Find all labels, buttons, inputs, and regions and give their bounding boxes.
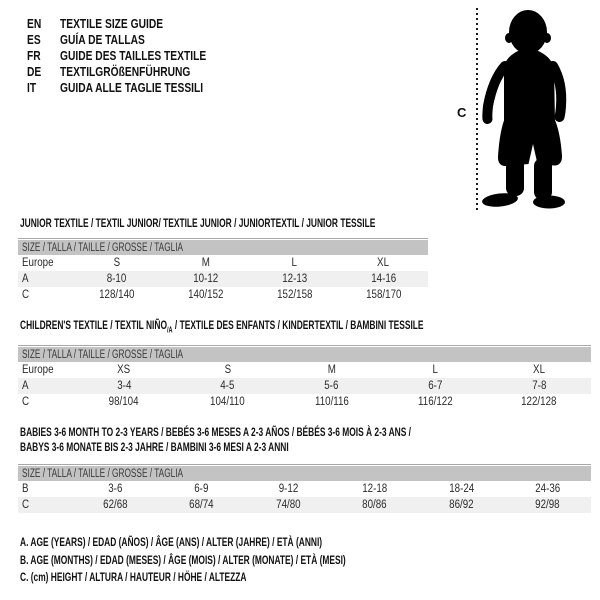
babies-table-title-line2: BABYS 3-6 MONATE BIS 2-3 JAHRE / BAMBINI… — [20, 440, 289, 454]
value-cell: 12-13 — [281, 273, 307, 285]
note-age-months: B. AGE (MONTHS) / EDAD (MESES) / ÂGE (MO… — [20, 553, 346, 567]
row-label: C — [22, 499, 30, 511]
value-cell: 122/128 — [521, 396, 557, 408]
value-cell: 9-12 — [278, 483, 299, 495]
lang-row-es: ES GUÍA DE TALLAS — [27, 32, 238, 48]
junior-table-title: JUNIOR TEXTILE / TEXTIL JUNIOR/ TEXTILE … — [20, 216, 376, 230]
size-cell: L — [291, 257, 298, 269]
note-age-years: A. AGE (YEARS) / EDAD (AÑOS) / ÂGE (ANS)… — [20, 535, 323, 549]
babies-table-title-line1: BABIES 3-6 MONTH TO 2-3 YEARS / BEBÉS 3-… — [20, 425, 412, 439]
value-cell: 92/98 — [535, 499, 560, 511]
note-height: C. (cm) HEIGHT / ALTURA / HAUTEUR / HÖHE… — [20, 570, 247, 584]
size-cell: XL — [377, 257, 390, 269]
value-cell: 7-8 — [532, 380, 547, 392]
table-row-height: C 128/140 140/152 152/158 158/170 — [18, 287, 428, 303]
value-cell: 80/86 — [362, 499, 387, 511]
size-cell: M — [201, 257, 210, 269]
size-cell: M — [327, 364, 336, 376]
junior-size-table: SIZE / TALLA / TAILLE / GRÖSSE / TAGLIA … — [18, 238, 428, 303]
value-cell: 128/140 — [98, 289, 135, 301]
value-cell: 14-16 — [370, 273, 396, 285]
lang-label: TEXTILE SIZE GUIDE — [60, 17, 164, 31]
table-row-europe: Europe S M L XL — [18, 255, 428, 271]
table-row-height: C 62/68 68/74 74/80 80/86 86/92 92/98 — [18, 497, 591, 513]
value-cell: 18-24 — [448, 483, 474, 495]
value-cell: 68/74 — [189, 499, 214, 511]
value-cell: 5-6 — [324, 380, 339, 392]
lang-label: GUÍA DE TALLAS — [60, 33, 145, 47]
table-row-age-months: B 3-6 6-9 9-12 12-18 18-24 24-36 — [18, 481, 591, 497]
size-header-bar: SIZE / TALLA / TAILLE / GRÖSSE / TAGLIA — [18, 466, 591, 481]
size-header-label: SIZE / TALLA / TAILLE / GRÖSSE / TAGLIA — [22, 241, 184, 254]
value-cell: 3-6 — [108, 483, 123, 495]
lang-label: TEXTILGRÖßENFÜHRUNG — [60, 65, 191, 79]
value-cell: 104/110 — [210, 396, 245, 408]
lang-row-en: EN TEXTILE SIZE GUIDE — [27, 16, 238, 32]
lang-label: GUIDE DES TAILLES TEXTILE — [60, 49, 207, 63]
value-cell: 12-18 — [362, 483, 388, 495]
size-cell: L — [432, 364, 439, 376]
value-cell: 140/152 — [187, 289, 224, 301]
size-cell: S — [113, 257, 120, 269]
size-header-bar: SIZE / TALLA / TAILLE / GRÖSSE / TAGLIA — [18, 347, 591, 362]
children-table-title: CHILDREN'S TEXTILE / TEXTIL NIÑO/A / TEX… — [20, 318, 424, 335]
size-cell: XL — [533, 364, 546, 376]
value-cell: 6-7 — [428, 380, 443, 392]
lang-row-fr: FR GUIDE DES TAILLES TEXTILE — [27, 48, 238, 64]
row-label: C — [22, 289, 30, 301]
value-cell: 4-5 — [220, 380, 235, 392]
value-cell: 10-12 — [192, 273, 218, 285]
lang-code: IT — [27, 81, 37, 95]
lang-code: FR — [27, 49, 41, 63]
value-cell: 86/92 — [449, 499, 474, 511]
row-label: C — [22, 396, 30, 408]
value-cell: 62/68 — [103, 499, 128, 511]
lang-row-de: DE TEXTILGRÖßENFÜHRUNG — [27, 64, 238, 80]
size-header-label: SIZE / TALLA / TAILLE / GRÖSSE / TAGLIA — [22, 467, 184, 480]
value-cell: 74/80 — [276, 499, 301, 511]
row-label: A — [22, 380, 29, 392]
row-label: A — [22, 273, 29, 285]
size-cell: XS — [117, 364, 131, 376]
language-title-block: EN TEXTILE SIZE GUIDE ES GUÍA DE TALLAS … — [27, 16, 238, 96]
children-size-table: SIZE / TALLA / TAILLE / GRÖSSE / TAGLIA … — [18, 345, 591, 410]
size-header-bar: SIZE / TALLA / TAILLE / GRÖSSE / TAGLIA — [18, 240, 428, 255]
size-header-label: SIZE / TALLA / TAILLE / GRÖSSE / TAGLIA — [22, 348, 184, 361]
value-cell: 3-4 — [116, 380, 131, 392]
value-cell: 24-36 — [535, 483, 561, 495]
lang-code: ES — [27, 33, 41, 47]
value-cell: 110/116 — [314, 396, 349, 408]
row-label: B — [22, 483, 29, 495]
table-row-age: A 3-4 4-5 5-6 6-7 7-8 — [18, 378, 591, 394]
subscript-a: /A — [166, 325, 173, 335]
row-label: Europe — [22, 257, 54, 269]
height-marker-label: C — [457, 105, 467, 120]
lang-code: EN — [27, 17, 42, 31]
value-cell: 152/158 — [276, 289, 313, 301]
table-row-height: C 98/104 104/110 110/116 116/122 122/128 — [18, 394, 591, 410]
table-row-age: A 8-10 10-12 12-13 14-16 — [18, 271, 428, 287]
value-cell: 116/122 — [417, 396, 453, 408]
baby-silhouette-icon — [482, 10, 567, 209]
babies-size-table: SIZE / TALLA / TAILLE / GRÖSSE / TAGLIA … — [18, 464, 591, 513]
height-dotted-line — [476, 8, 478, 210]
value-cell: 98/104 — [108, 396, 139, 408]
value-cell: 158/170 — [365, 289, 402, 301]
size-cell: S — [224, 364, 231, 376]
value-cell: 6-9 — [194, 483, 209, 495]
table-row-europe: Europe XS S M L XL — [18, 362, 591, 378]
row-label: Europe — [22, 364, 54, 376]
lang-label: GUIDA ALLE TAGLIE TESSILI — [60, 81, 204, 95]
lang-row-it: IT GUIDA ALLE TAGLIE TESSILI — [27, 80, 238, 96]
value-cell: 8-10 — [106, 273, 127, 285]
lang-code: DE — [27, 65, 42, 79]
